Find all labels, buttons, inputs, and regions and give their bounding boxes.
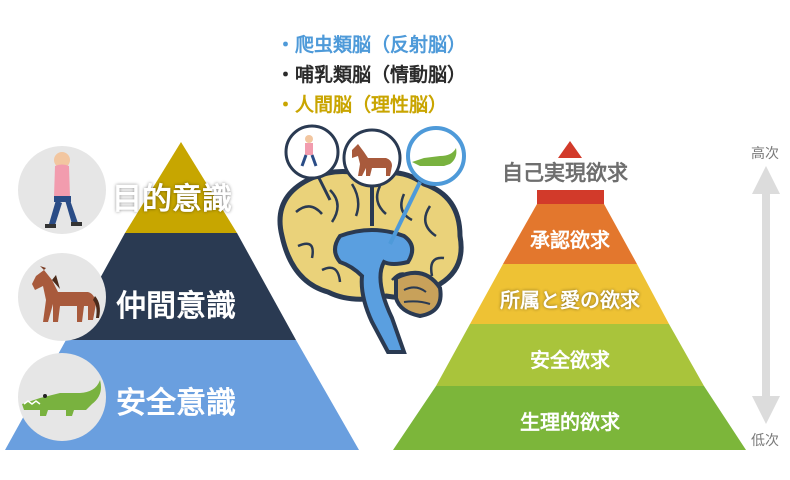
right-level-self-actualization bbox=[537, 190, 604, 204]
left-level-fellowship bbox=[66, 233, 296, 340]
left-label-fellowship: 仲間意識 bbox=[116, 289, 236, 324]
right-level-apex bbox=[558, 141, 582, 158]
left-level-purpose bbox=[125, 142, 237, 233]
right-label-esteem: 承認欲求 bbox=[530, 228, 610, 252]
scale-arrow bbox=[752, 166, 780, 424]
left-label-safety: 安全意識 bbox=[116, 386, 236, 421]
right-label-belonging: 所属と愛の欲求 bbox=[500, 288, 640, 312]
left-label-purpose: 目的意識 bbox=[112, 182, 232, 217]
right-level-esteem bbox=[503, 204, 637, 264]
right-level-safety bbox=[436, 324, 704, 386]
legend-human: ・人間脳（理性脳） bbox=[276, 94, 448, 116]
right-label-physiological: 生理的欲求 bbox=[520, 410, 620, 434]
brain-human-bubble bbox=[284, 124, 340, 180]
right-level-belonging bbox=[470, 264, 669, 324]
horse-icon bbox=[18, 253, 106, 341]
right-level-physiological bbox=[393, 386, 746, 450]
right-label-safety: 安全欲求 bbox=[530, 348, 610, 372]
brain-legend: ・爬虫類脳（反射脳） ・哺乳類脳（情動脳） ・人間脳（理性脳） bbox=[276, 30, 466, 120]
scale-bottom-label: 低次 bbox=[751, 433, 779, 449]
right-pyramid bbox=[393, 141, 746, 450]
scale-top-label: 高次 bbox=[751, 146, 779, 162]
legend-reptile: ・爬虫類脳（反射脳） bbox=[276, 34, 467, 56]
right-label-self-actualization: 自己実現欲求 bbox=[502, 161, 628, 185]
brain-illustration bbox=[277, 169, 464, 354]
brain-reptile-bubble bbox=[406, 126, 466, 186]
person-walking-icon bbox=[18, 146, 106, 234]
brain-mammal-bubble bbox=[342, 128, 402, 188]
crocodile-icon bbox=[18, 353, 106, 441]
legend-mammal: ・哺乳類脳（情動脳） bbox=[276, 64, 467, 86]
